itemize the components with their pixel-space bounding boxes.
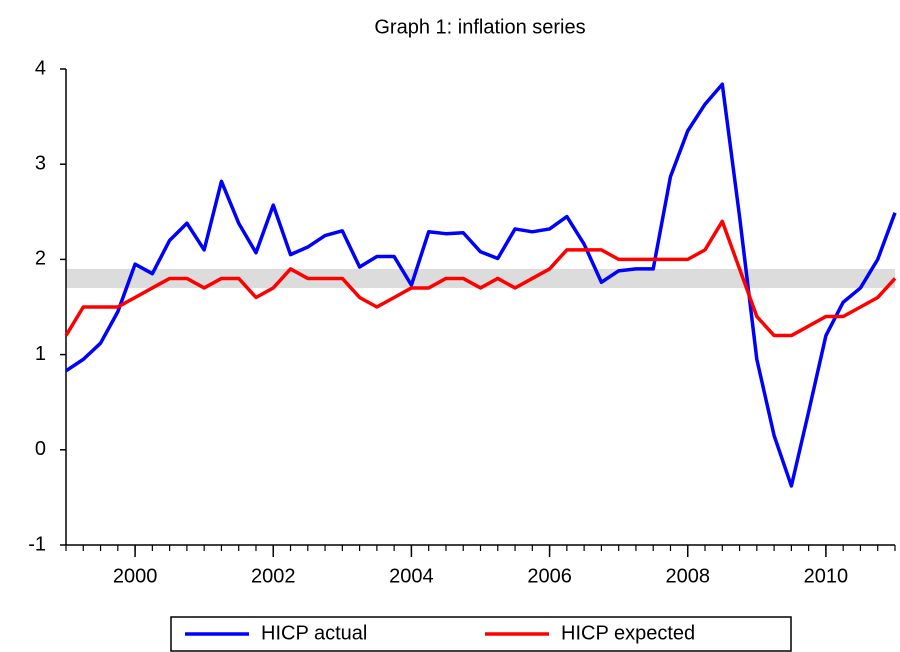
x-tick-label: 2006 [527, 565, 572, 587]
y-tick-label: 3 [35, 152, 46, 174]
y-tick-label: 0 [35, 438, 46, 460]
y-tick-label: -1 [28, 533, 46, 555]
x-tick-label: 2002 [251, 565, 296, 587]
legend-label: HICP actual [261, 622, 367, 644]
x-tick-label: 2004 [389, 565, 434, 587]
target-band [66, 268, 895, 288]
x-tick-label: 2008 [666, 565, 711, 587]
x-tick-label: 2000 [113, 565, 158, 587]
chart-title: Graph 1: inflation series [374, 16, 585, 38]
series-line [64, 219, 897, 338]
y-tick-label: 4 [35, 57, 46, 79]
y-tick-label: 1 [35, 343, 46, 365]
legend-label: HICP expected [561, 622, 695, 644]
x-tick-label: 2010 [804, 565, 849, 587]
y-tick-label: 2 [35, 248, 46, 270]
series-line [65, 82, 897, 488]
legend-box [170, 616, 792, 652]
